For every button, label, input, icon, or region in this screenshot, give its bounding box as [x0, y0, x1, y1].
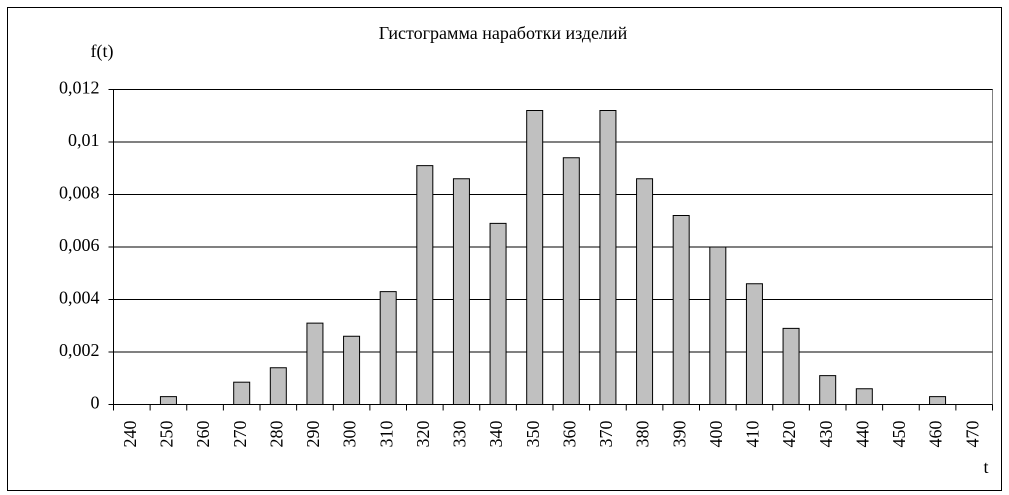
x-tick-label: 240: [120, 421, 140, 448]
bar: [452, 178, 470, 405]
x-tick-label: 310: [376, 421, 396, 448]
x-tick-label: 390: [669, 421, 689, 448]
x-tick-label: 250: [157, 421, 177, 448]
x-tick-label: 270: [230, 421, 250, 448]
bar: [562, 157, 580, 405]
x-tick-label: 460: [926, 421, 946, 448]
bar: [269, 367, 287, 405]
x-tick-label: 350: [523, 421, 543, 448]
y-tick-label: 0,004: [59, 288, 100, 308]
x-tick-label: 300: [340, 421, 360, 448]
x-tick-label: 360: [559, 421, 579, 448]
bar: [709, 246, 727, 405]
x-axis-label: t: [983, 457, 988, 477]
x-tick-label: 290: [303, 421, 323, 448]
x-tick-label: 370: [596, 421, 616, 448]
x-tick-label: 440: [852, 421, 872, 448]
chart-border: [7, 7, 1002, 491]
x-tick-label: 280: [266, 421, 286, 448]
y-tick-label: 0,002: [59, 340, 100, 360]
y-tick-label: 0,012: [59, 78, 100, 98]
chart-title: Гистограмма наработки изделий: [379, 23, 628, 43]
bar: [929, 396, 947, 405]
bar: [306, 322, 324, 405]
y-tick-label: 0: [91, 393, 100, 413]
y-tick-label: 0,006: [59, 235, 100, 255]
bar: [745, 283, 763, 405]
x-tick-label: 320: [413, 421, 433, 448]
bar: [855, 388, 873, 405]
bar: [233, 381, 251, 405]
y-tick-label: 0,008: [59, 183, 100, 203]
bar: [819, 375, 837, 405]
x-tick-label: 430: [816, 421, 836, 448]
x-tick-label: 340: [486, 421, 506, 448]
x-tick-label: 400: [706, 421, 726, 448]
bar: [343, 335, 361, 405]
bar: [159, 396, 177, 405]
x-tick-label: 450: [889, 421, 909, 448]
bar: [416, 165, 434, 405]
x-tick-label: 420: [779, 421, 799, 448]
bar: [636, 178, 654, 405]
x-tick-label: 470: [962, 421, 982, 448]
bar: [672, 215, 690, 405]
bar: [526, 110, 544, 405]
bar: [782, 327, 800, 405]
bar: [599, 110, 617, 405]
y-tick-label: 0,01: [68, 130, 100, 150]
x-tick-label: 380: [633, 421, 653, 448]
bar: [379, 291, 397, 405]
x-tick-label: 260: [193, 421, 213, 448]
bar: [489, 222, 507, 405]
x-tick-label: 410: [743, 421, 763, 448]
x-tick-label: 330: [450, 421, 470, 448]
y-axis-label: f(t): [91, 41, 114, 62]
